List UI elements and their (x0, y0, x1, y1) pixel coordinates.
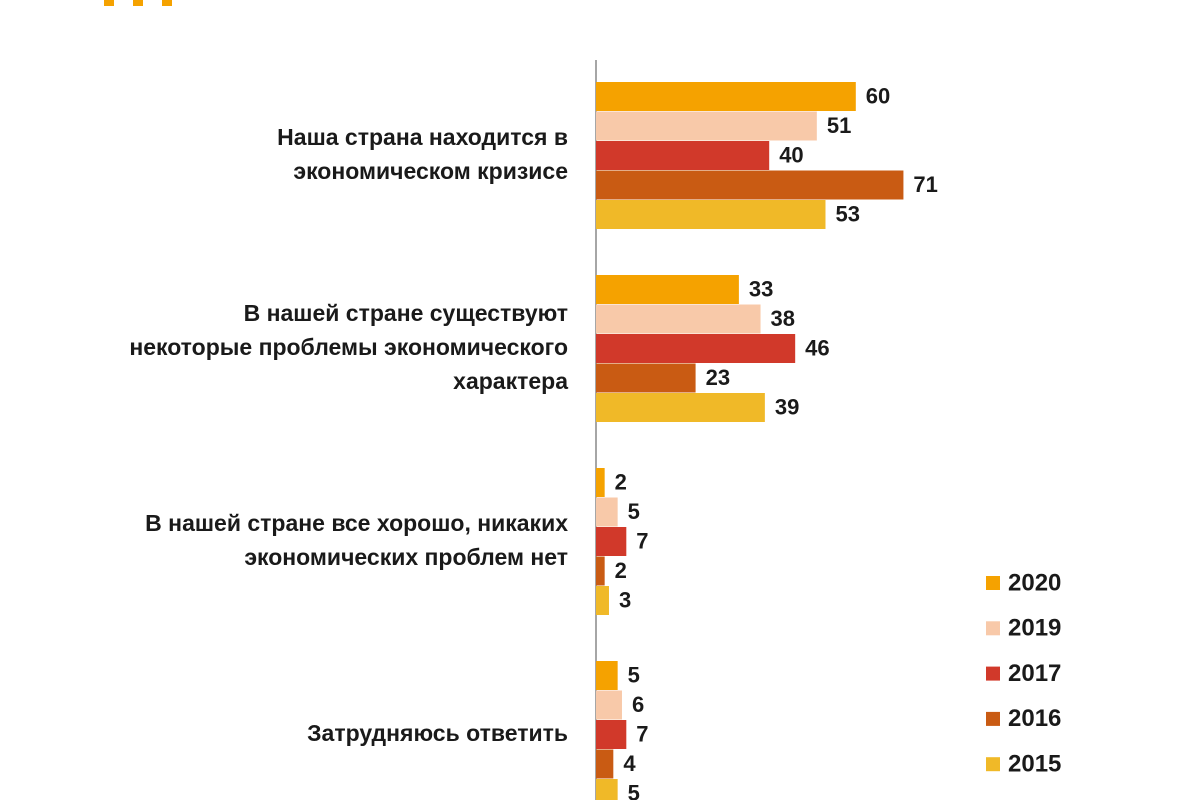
value-label: 6 (632, 692, 644, 717)
category-label: экономическом кризисе (293, 158, 568, 184)
category-label: В нашей стране существуют (244, 300, 568, 326)
value-label: 4 (623, 751, 636, 776)
value-label: 33 (749, 276, 773, 301)
bar (596, 661, 618, 690)
bar (596, 170, 904, 200)
legend-label: 2017 (1008, 660, 1061, 687)
value-label: 39 (775, 394, 799, 419)
logo-fragment (133, 0, 143, 6)
value-label: 3 (619, 587, 631, 612)
bar (596, 690, 622, 720)
legend-swatch (986, 576, 1000, 590)
bar (596, 468, 605, 497)
value-label: 5 (628, 662, 640, 687)
value-label: 5 (628, 780, 640, 800)
value-label: 71 (913, 172, 937, 197)
bar (596, 779, 618, 800)
bar (596, 720, 627, 749)
value-label: 2 (615, 469, 627, 494)
bar (596, 556, 605, 586)
category-label: Наша страна находится в (277, 124, 568, 150)
legend-swatch (986, 711, 1000, 726)
bar (596, 275, 739, 304)
category-label: экономических проблем нет (244, 544, 568, 570)
bar (596, 141, 770, 170)
legend-swatch (986, 621, 1000, 636)
value-label: 7 (636, 721, 648, 746)
legend-label: 2015 (1008, 751, 1061, 778)
bar (596, 527, 627, 556)
bar (596, 334, 796, 363)
bar (596, 749, 614, 779)
value-label: 7 (636, 528, 648, 553)
logo-fragment (104, 0, 114, 6)
bar (596, 304, 761, 334)
category-label: Затрудняюсь ответить (307, 720, 568, 746)
bar (596, 82, 856, 111)
bar (596, 586, 609, 615)
value-label: 2 (615, 558, 627, 583)
category-label: некоторые проблемы экономического (129, 334, 568, 360)
bar (596, 111, 817, 141)
legend-swatch (986, 757, 1000, 772)
category-label: В нашей стране все хорошо, никаких (145, 510, 568, 536)
legend-swatch (986, 666, 1000, 681)
value-label: 5 (628, 499, 640, 524)
legend-label: 2016 (1008, 705, 1061, 732)
legend-label: 2020 (1008, 569, 1061, 596)
value-label: 40 (779, 142, 803, 167)
bar (596, 393, 765, 422)
bar (596, 363, 696, 393)
value-label: 38 (771, 306, 795, 331)
bar (596, 200, 826, 229)
category-label: характера (453, 368, 568, 394)
value-label: 60 (866, 83, 890, 108)
value-label: 46 (805, 335, 829, 360)
value-label: 51 (827, 113, 851, 138)
value-label: 23 (706, 365, 730, 390)
value-label: 53 (835, 201, 859, 226)
bar (596, 497, 618, 527)
legend-label: 2019 (1008, 615, 1061, 642)
logo-fragment (162, 0, 172, 6)
